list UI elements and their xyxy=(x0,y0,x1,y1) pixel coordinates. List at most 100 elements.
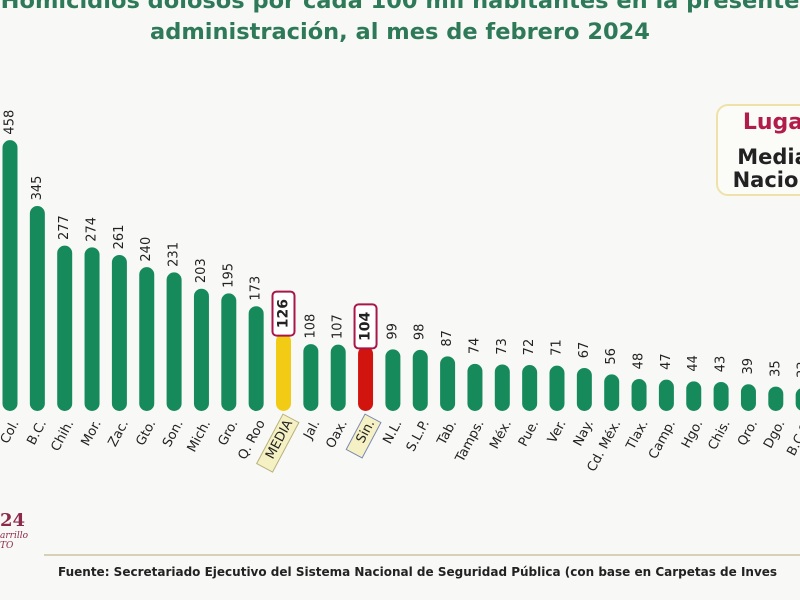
bar-sin xyxy=(358,346,374,411)
category-label-group-sin: Sin. xyxy=(345,413,382,459)
bars-group xyxy=(2,140,800,411)
category-label-media: MEDIA xyxy=(263,417,296,461)
callout-line-2: Media xyxy=(737,145,800,169)
bar-mich xyxy=(193,288,209,411)
category-label-chih: Chih. xyxy=(48,417,77,453)
category-label-col: Col. xyxy=(0,417,23,446)
value-label-cd-m-x: 56 xyxy=(604,348,619,365)
category-label-son: Son. xyxy=(160,417,187,449)
bar-b-c xyxy=(29,206,45,411)
bar-tamps xyxy=(467,363,483,411)
category-label-tab: Tab. xyxy=(434,417,460,448)
bar-jal xyxy=(303,344,319,411)
category-label-bg-media xyxy=(255,413,300,473)
category-label-m-x: Méx. xyxy=(487,417,515,451)
legend-callout: Luga Media Nacion xyxy=(716,104,800,196)
category-label-camp: Camp. xyxy=(646,417,679,461)
government-logo: 24 arrillo TO xyxy=(0,510,36,566)
bar-cd-m-x xyxy=(604,374,620,411)
bar-oax xyxy=(330,344,346,411)
value-label-s-l-p: 98 xyxy=(413,324,428,341)
category-label-pue: Pue. xyxy=(516,417,542,449)
category-label-dgo: Dgo. xyxy=(761,417,788,451)
category-label-b-c: B.C. xyxy=(24,417,50,447)
bar-nay xyxy=(576,367,592,411)
value-label-qro: 39 xyxy=(741,358,756,375)
category-label-gto: Gto. xyxy=(133,417,159,448)
logo-line-1: arrillo xyxy=(0,531,29,541)
value-label-q-roo: 173 xyxy=(249,276,264,301)
bar-chih xyxy=(57,245,73,411)
category-label-s-l-p: S.L.P. xyxy=(404,417,433,454)
bar-qro xyxy=(740,384,756,411)
value-label-hgo: 44 xyxy=(686,355,701,372)
logo-line-2: TO xyxy=(0,541,14,551)
category-label-mich: Mich. xyxy=(185,417,214,454)
value-label-b-c-s: 33 xyxy=(796,362,800,379)
value-label-nay: 67 xyxy=(577,342,592,359)
bar-b-c-s xyxy=(795,388,800,411)
value-label-box-sin xyxy=(353,303,378,350)
bar-camp xyxy=(658,379,674,411)
value-label-tlax: 48 xyxy=(632,353,647,370)
category-label-qro: Qro. xyxy=(735,417,761,448)
value-label-tab: 87 xyxy=(440,330,455,347)
category-label-ver: Ver. xyxy=(545,417,570,445)
bar-gro xyxy=(221,293,237,411)
category-label-n-l: N.L. xyxy=(380,417,405,446)
bar-q-roo xyxy=(248,306,264,411)
category-label-oax: Oax. xyxy=(323,417,350,451)
value-label-zac: 261 xyxy=(112,225,127,250)
bar-chis xyxy=(713,381,729,411)
bar-pue xyxy=(522,365,538,411)
source-note: Fuente: Secretariado Ejecutivo del Siste… xyxy=(58,565,778,579)
footer-divider xyxy=(44,554,800,556)
value-label-media: 126 xyxy=(276,299,292,328)
bar-zac xyxy=(111,254,127,411)
category-label-chis: Chis. xyxy=(706,417,734,452)
chart-title: Homicidios dolosos por cada 100 mil habi… xyxy=(0,0,800,45)
bar-hgo xyxy=(686,381,702,411)
category-labels-group: Col. B.C.Chih. Mor. Zac. Gto. Son.Mich. Gro.Q.… xyxy=(0,413,800,474)
callout-line-1: Luga xyxy=(742,110,800,135)
category-label-mor: Mor. xyxy=(79,417,105,448)
bar-mor xyxy=(84,247,100,411)
bar-tlax xyxy=(631,379,647,411)
value-label-pue: 72 xyxy=(522,339,537,356)
value-label-gto: 240 xyxy=(139,237,154,262)
value-label-box-media xyxy=(271,290,296,337)
value-label-chih: 277 xyxy=(57,215,72,240)
bar-tab xyxy=(440,356,456,411)
value-label-n-l: 99 xyxy=(385,323,400,340)
value-label-col: 458 xyxy=(3,110,18,135)
value-label-gro: 195 xyxy=(221,263,236,288)
category-label-tlax: Tlax. xyxy=(623,417,651,453)
value-labels-group: 458 345 277 274 261 240 231 203 195 173 126 108 107 1… xyxy=(3,110,800,378)
bar-m-x xyxy=(494,364,510,411)
value-label-jal: 108 xyxy=(303,314,318,339)
category-label-nay: Nay. xyxy=(571,417,597,448)
bar-media xyxy=(276,333,291,411)
bar-gto xyxy=(139,267,155,411)
bar-s-l-p xyxy=(412,349,428,411)
category-label-zac: Zac. xyxy=(106,417,132,449)
category-label-bg-sin xyxy=(345,413,382,459)
bar-dgo xyxy=(768,386,784,411)
callout-line-3: Nacion xyxy=(732,168,800,192)
category-label-jal: Jal. xyxy=(301,417,324,442)
value-label-mich: 203 xyxy=(194,258,209,283)
bar-col xyxy=(2,140,18,411)
value-label-m-x: 73 xyxy=(495,338,510,355)
value-label-chis: 43 xyxy=(714,356,729,373)
bar-n-l xyxy=(385,349,401,411)
category-label-gro: Gro. xyxy=(216,417,242,448)
value-label-b-c: 345 xyxy=(30,176,45,201)
value-label-camp: 47 xyxy=(659,353,674,370)
category-label-hgo: Hgo. xyxy=(679,417,706,450)
bar-ver xyxy=(549,365,565,411)
logo-year: 24 xyxy=(0,510,26,531)
value-label-oax: 107 xyxy=(331,314,346,339)
value-label-mor: 274 xyxy=(85,217,100,242)
